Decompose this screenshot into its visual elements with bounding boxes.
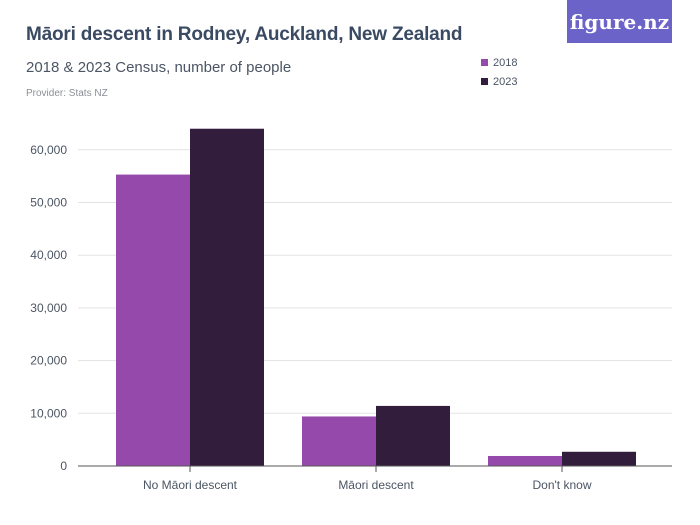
legend-label-2018: 2018	[493, 56, 518, 69]
x-category-label: Māori descent	[338, 478, 414, 492]
legend-item-2023: 2023	[481, 72, 517, 91]
figure-nz-logo[interactable]: figure.nz	[567, 0, 672, 43]
bar-2018	[488, 455, 562, 466]
legend-swatch-2023	[481, 78, 488, 85]
bar-2023	[562, 451, 636, 466]
bar-2023	[376, 405, 450, 466]
y-tick-label: 10,000	[30, 406, 67, 420]
y-tick-label: 60,000	[30, 143, 67, 157]
legend-item-2018: 2018	[481, 53, 517, 72]
chart-title: Māori descent in Rodney, Auckland, New Z…	[26, 24, 463, 45]
legend-label-2023: 2023	[493, 75, 518, 88]
x-category-label: No Māori descent	[143, 478, 238, 492]
data-provider: Provider: Stats NZ	[26, 88, 108, 99]
logo-text: figure.nz	[569, 9, 670, 34]
y-tick-label: 50,000	[30, 196, 67, 210]
y-tick-label: 40,000	[30, 248, 67, 262]
y-tick-label: 20,000	[30, 354, 67, 368]
bar-2018	[302, 416, 376, 466]
y-tick-label: 30,000	[30, 301, 67, 315]
legend-swatch-2018	[481, 59, 488, 66]
chart-legend: 2018 2023	[481, 53, 517, 91]
x-category-label: Don't know	[533, 478, 592, 492]
bar-2018	[116, 174, 190, 466]
chart-subtitle: 2018 & 2023 Census, number of people	[26, 59, 292, 76]
bar-2023	[190, 128, 264, 466]
y-tick-label: 0	[60, 459, 67, 473]
